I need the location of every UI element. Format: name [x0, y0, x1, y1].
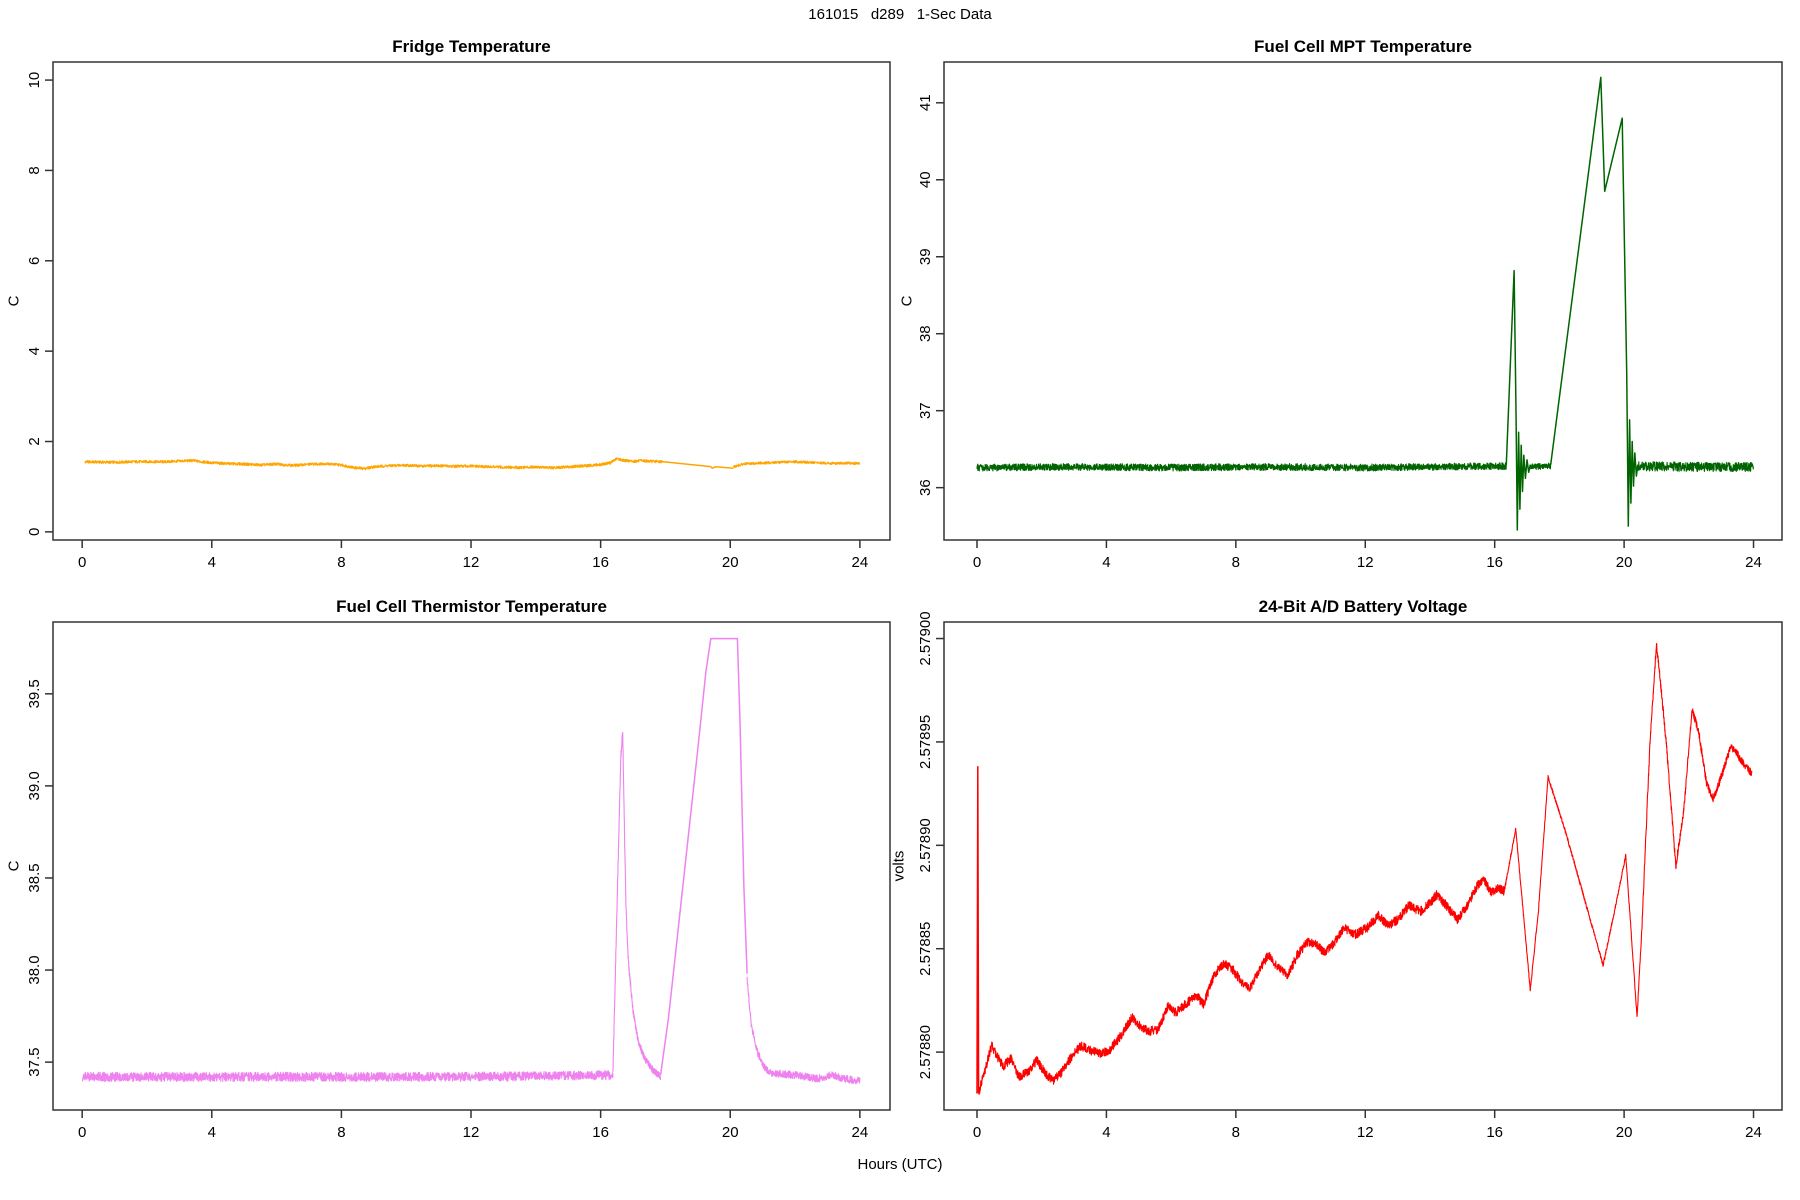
x-tick-label: 0 [78, 554, 86, 571]
x-tick-label: 0 [78, 1124, 86, 1141]
x-tick-label: 0 [973, 1124, 981, 1141]
x-tick-label: 24 [1745, 1124, 1762, 1141]
x-tick-label: 12 [463, 1124, 480, 1141]
data-line [978, 876, 1505, 1095]
x-tick-label: 24 [852, 1124, 869, 1141]
y-tick-label: 6 [26, 257, 43, 265]
y-tick-label: 38.5 [26, 863, 43, 892]
y-tick-label: 38 [917, 325, 934, 342]
x-tick-label: 12 [1357, 1124, 1374, 1141]
panel-title-fuel-cell-mpt-temperature: Fuel Cell MPT Temperature [1254, 37, 1472, 56]
y-tick-label: 39.0 [26, 771, 43, 800]
x-axis-label: Hours (UTC) [857, 1156, 943, 1173]
figure-title: 161015 d289 1-Sec Data [808, 6, 992, 23]
y-tick-label: 41 [917, 94, 934, 111]
x-tick-label: 4 [208, 1124, 216, 1141]
x-tick-label: 16 [1486, 554, 1503, 571]
data-line [612, 731, 662, 1081]
x-tick-label: 16 [592, 554, 609, 571]
x-tick-label: 20 [1616, 554, 1633, 571]
data-line [746, 976, 861, 1085]
y-tick-label: 2.57890 [917, 818, 934, 872]
data-line [1529, 462, 1552, 470]
x-tick-label: 16 [1486, 1124, 1503, 1141]
y-tick-label: 2.57885 [917, 922, 934, 976]
panel-title-battery-voltage: 24-Bit A/D Battery Voltage [1258, 597, 1468, 616]
data-line [662, 460, 734, 469]
y-axis-label-volts: volts [890, 850, 908, 882]
x-tick-label: 4 [208, 554, 216, 571]
data-line [1503, 775, 1643, 1018]
x-tick-label: 8 [1232, 1124, 1240, 1141]
x-tick-label: 20 [1616, 1124, 1633, 1141]
y-axis-label-fridge: C [5, 295, 23, 307]
data-line [659, 637, 748, 1076]
panel-title-fridge-temperature: Fridge Temperature [392, 37, 551, 56]
x-tick-label: 8 [337, 1124, 345, 1141]
y-tick-label: 39.5 [26, 679, 43, 708]
plot-box [52, 61, 891, 541]
x-tick-label: 20 [722, 1124, 739, 1141]
y-tick-label: 2.57880 [917, 1025, 934, 1079]
y-tick-label: 2.57900 [917, 611, 934, 665]
data-line [1637, 461, 1754, 473]
y-tick-label: 4 [26, 347, 43, 355]
x-tick-label: 16 [592, 1124, 609, 1141]
y-tick-label: 38.0 [26, 955, 43, 984]
data-line [732, 460, 861, 468]
y-tick-label: 0 [26, 528, 43, 536]
y-tick-label: 8 [26, 166, 43, 174]
x-tick-label: 8 [337, 554, 345, 571]
plot-box [52, 621, 891, 1111]
data-line [976, 462, 1507, 472]
x-tick-label: 24 [1745, 554, 1762, 571]
data-line [84, 457, 663, 471]
y-tick-label: 40 [917, 171, 934, 188]
data-line [1505, 269, 1532, 531]
y-axis-label-mpt: C [898, 295, 916, 307]
x-tick-label: 24 [852, 554, 869, 571]
y-tick-label: 37.5 [26, 1048, 43, 1077]
x-tick-label: 8 [1232, 554, 1240, 571]
x-tick-label: 4 [1102, 1124, 1110, 1141]
y-tick-label: 36 [917, 479, 934, 496]
plot-box [943, 621, 1783, 1111]
y-tick-label: 10 [26, 72, 43, 89]
data-line [81, 1070, 614, 1083]
y-tick-label: 2 [26, 437, 43, 445]
x-tick-label: 4 [1102, 554, 1110, 571]
x-tick-label: 12 [463, 554, 480, 571]
panel-title-fuel-cell-thermistor-temperature: Fuel Cell Thermistor Temperature [336, 597, 607, 616]
data-line [1549, 76, 1639, 527]
data-line [1641, 642, 1753, 931]
data-line [976, 765, 980, 1094]
x-tick-label: 20 [722, 554, 739, 571]
plot-box [943, 61, 1783, 541]
y-tick-label: 37 [917, 402, 934, 419]
y-tick-label: 2.57895 [917, 715, 934, 769]
y-tick-label: 39 [917, 248, 934, 265]
x-tick-label: 12 [1357, 554, 1374, 571]
x-tick-label: 0 [973, 554, 981, 571]
y-axis-label-thermistor: C [5, 860, 23, 872]
